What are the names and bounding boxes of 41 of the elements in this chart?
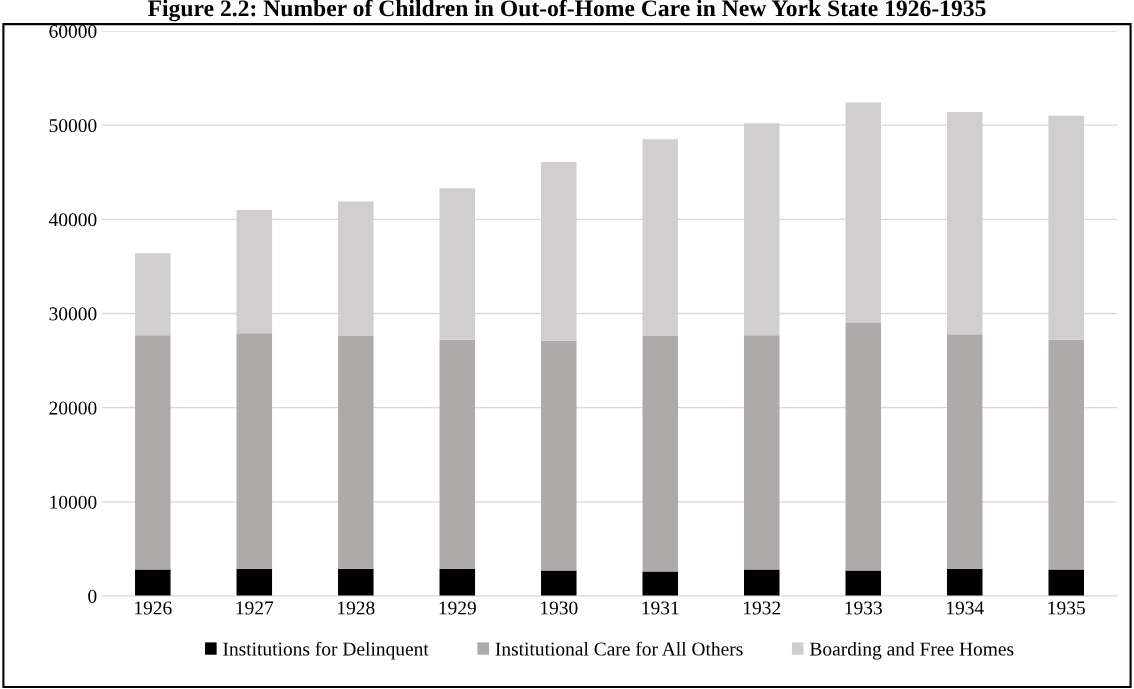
x-tick-label: 1932: [744, 601, 781, 615]
bar: [236, 333, 273, 569]
x-tick-label: 1928: [338, 601, 375, 615]
y-tick-label: 0: [88, 589, 97, 603]
bar: [135, 335, 171, 570]
bar: [1048, 339, 1084, 570]
y-tick-label: 30000: [49, 307, 97, 321]
legend-label: Institutional Care for All Others: [495, 641, 743, 656]
legend-label: Boarding and Free Homes: [809, 641, 1014, 660]
y-tick-label: 50000: [49, 118, 97, 133]
bar: [1048, 569, 1084, 596]
x-tick-label: 1931: [642, 601, 679, 615]
bar: [946, 568, 983, 596]
x-tick-label: 1934: [947, 601, 984, 615]
bar: [642, 571, 679, 596]
chart-title: Figure 2.2: Number of Children in Out-of-Home Care in New York State 1926-1935: [147, 0, 986, 22]
y-tick-label: 60000: [49, 24, 97, 38]
x-tick-label: 1926: [135, 601, 172, 615]
bar: [642, 336, 679, 572]
bar: [135, 569, 171, 596]
bar: [845, 570, 882, 596]
x-tick-label: 1935: [1048, 601, 1085, 615]
bar: [744, 569, 780, 596]
x-tick-label: 1933: [845, 601, 882, 615]
x-tick-label: 1927: [236, 601, 274, 615]
y-tick-label: 40000: [48, 213, 97, 227]
legend-label: Institutions for Delinquent: [223, 641, 429, 660]
x-tick-label: 1929: [439, 601, 476, 615]
x-tick-label: 1930: [541, 601, 578, 615]
bar: [338, 568, 374, 596]
y-tick-label: 20000: [49, 401, 97, 415]
bar: [439, 568, 476, 596]
y-tick-label: 10000: [50, 495, 97, 509]
bar: [338, 336, 374, 569]
bar: [439, 339, 476, 569]
bar: [541, 340, 577, 571]
bar: [541, 570, 577, 596]
bar: [236, 568, 273, 596]
bar: [744, 335, 780, 570]
bar: [845, 322, 882, 571]
bar: [946, 334, 983, 569]
